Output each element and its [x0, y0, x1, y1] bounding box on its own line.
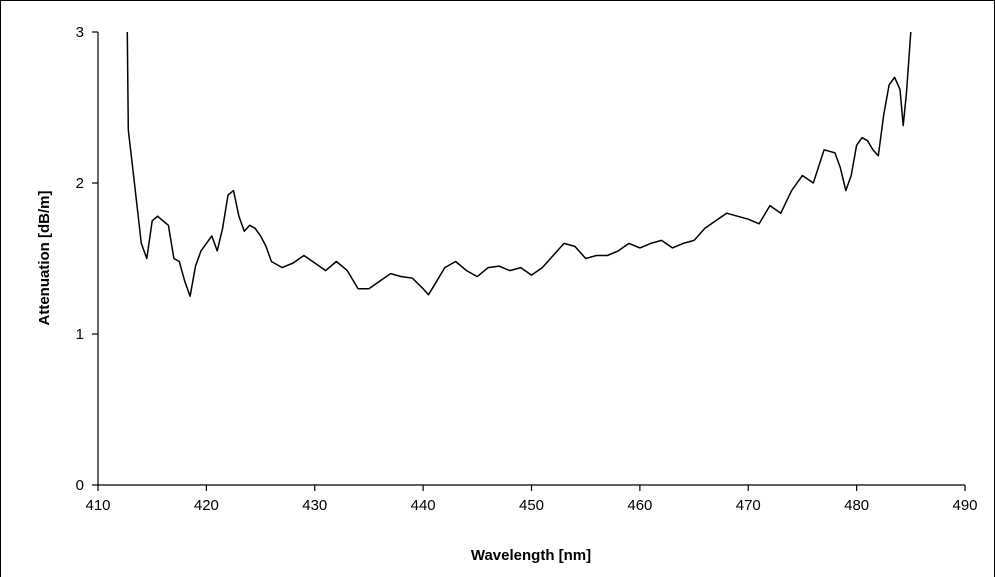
x-tick-label: 490 — [952, 497, 977, 514]
y-tick-label: 3 — [76, 24, 84, 41]
x-axis-title: Wavelength [nm] — [471, 547, 591, 564]
y-ticks: 0 1 2 3 — [76, 24, 98, 494]
x-tick-label: 450 — [519, 497, 544, 514]
x-tick-label: 410 — [85, 497, 110, 514]
x-tick-label: 470 — [736, 497, 761, 514]
y-tick-label: 2 — [76, 175, 84, 192]
x-tick-label: 440 — [411, 497, 436, 514]
x-tick-label: 420 — [194, 497, 219, 514]
x-tick-label: 430 — [302, 497, 327, 514]
attenuation-series-line — [126, 31, 912, 298]
y-axis-title: Attenuation [dB/m] — [36, 191, 53, 326]
x-tick-label: 480 — [844, 497, 869, 514]
x-ticks: 410 420 430 440 450 460 470 480 490 — [85, 485, 978, 514]
x-tick-label: 460 — [627, 497, 652, 514]
y-tick-label: 1 — [76, 326, 84, 343]
y-tick-label: 0 — [76, 477, 84, 494]
